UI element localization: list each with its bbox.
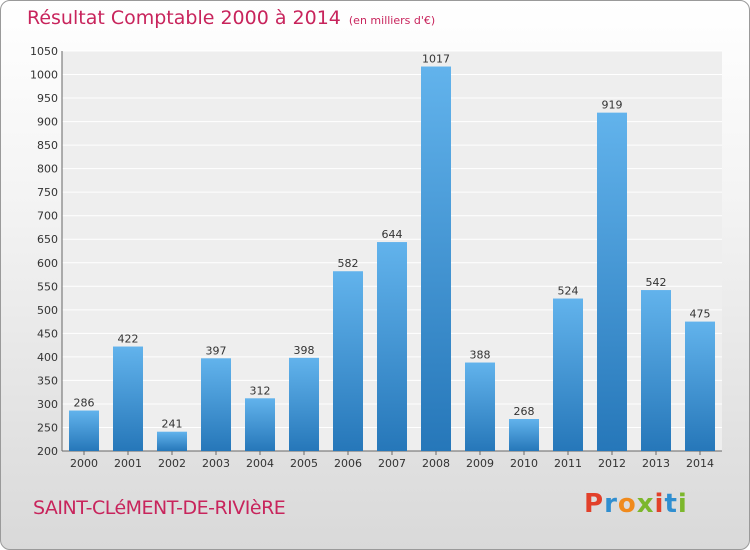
y-tick-label: 500 [37, 304, 58, 317]
x-tick-label: 2000 [70, 457, 98, 470]
data-label: 919 [602, 99, 623, 112]
chart-subtitle: (en milliers d'€) [348, 14, 436, 27]
bar [465, 362, 495, 451]
data-label: 397 [206, 344, 227, 357]
proxiti-logo: Proxiti [584, 489, 688, 519]
y-tick-label: 800 [37, 163, 58, 176]
logo-letter: i [654, 489, 665, 519]
y-tick-label: 1050 [30, 45, 58, 58]
x-tick-label: 2014 [686, 457, 714, 470]
x-tick-label: 2006 [334, 457, 362, 470]
x-tick-label: 2012 [598, 457, 626, 470]
bar [201, 358, 231, 451]
x-tick-label: 2005 [290, 457, 318, 470]
bar [289, 357, 319, 451]
data-label: 524 [558, 285, 579, 298]
y-tick-label: 550 [37, 280, 58, 293]
bar [245, 398, 275, 451]
y-tick-label: 700 [37, 210, 58, 223]
y-tick-label: 950 [37, 92, 58, 105]
logo-letter: o [617, 489, 637, 519]
data-label: 241 [162, 418, 183, 431]
data-label: 582 [338, 257, 359, 270]
y-tick-label: 250 [37, 421, 58, 434]
bar [377, 242, 407, 451]
bar [509, 419, 539, 451]
data-label: 398 [294, 344, 315, 357]
y-tick-label: 650 [37, 233, 58, 246]
y-tick-label: 850 [37, 139, 58, 152]
bar [157, 431, 187, 451]
data-label: 422 [118, 333, 139, 346]
logo-letter: r [604, 489, 618, 519]
x-tick-label: 2004 [246, 457, 274, 470]
bar [333, 271, 363, 451]
y-tick-label: 400 [37, 351, 58, 364]
x-tick-label: 2001 [114, 457, 142, 470]
y-tick-label: 300 [37, 398, 58, 411]
y-tick-label: 750 [37, 186, 58, 199]
x-tick-label: 2009 [466, 457, 494, 470]
x-tick-label: 2003 [202, 457, 230, 470]
x-tick-label: 2011 [554, 457, 582, 470]
data-label: 286 [74, 397, 95, 410]
logo-letter: i [677, 489, 688, 519]
y-tick-label: 900 [37, 116, 58, 129]
bar [597, 112, 627, 451]
y-tick-label: 1000 [30, 69, 58, 82]
bar [69, 410, 99, 451]
bar [421, 66, 451, 451]
data-label: 475 [690, 308, 711, 321]
chart-title: Résultat Comptable 2000 à 2014 (en millie… [27, 7, 435, 29]
y-tick-label: 450 [37, 327, 58, 340]
x-tick-label: 2002 [158, 457, 186, 470]
data-label: 1017 [422, 53, 450, 66]
data-label: 542 [646, 276, 667, 289]
bar [553, 298, 583, 451]
bar [113, 346, 143, 451]
commune-name: SAINT-CLéMENT-DE-RIVIèRE [33, 497, 286, 519]
y-tick-label: 200 [37, 445, 58, 458]
x-tick-label: 2008 [422, 457, 450, 470]
data-label: 268 [514, 405, 535, 418]
y-tick-label: 600 [37, 257, 58, 270]
x-tick-label: 2007 [378, 457, 406, 470]
x-tick-label: 2010 [510, 457, 538, 470]
data-label: 312 [250, 384, 271, 397]
logo-letter: P [584, 489, 605, 519]
data-label: 644 [382, 228, 403, 241]
data-label: 388 [470, 349, 491, 362]
bar [641, 290, 671, 451]
logo-letter: t [664, 489, 678, 519]
bar [685, 321, 715, 451]
logo-letter: x [636, 489, 655, 519]
x-tick-label: 2013 [642, 457, 670, 470]
title-text: Résultat Comptable 2000 à 2014 [27, 7, 341, 29]
y-tick-label: 350 [37, 374, 58, 387]
